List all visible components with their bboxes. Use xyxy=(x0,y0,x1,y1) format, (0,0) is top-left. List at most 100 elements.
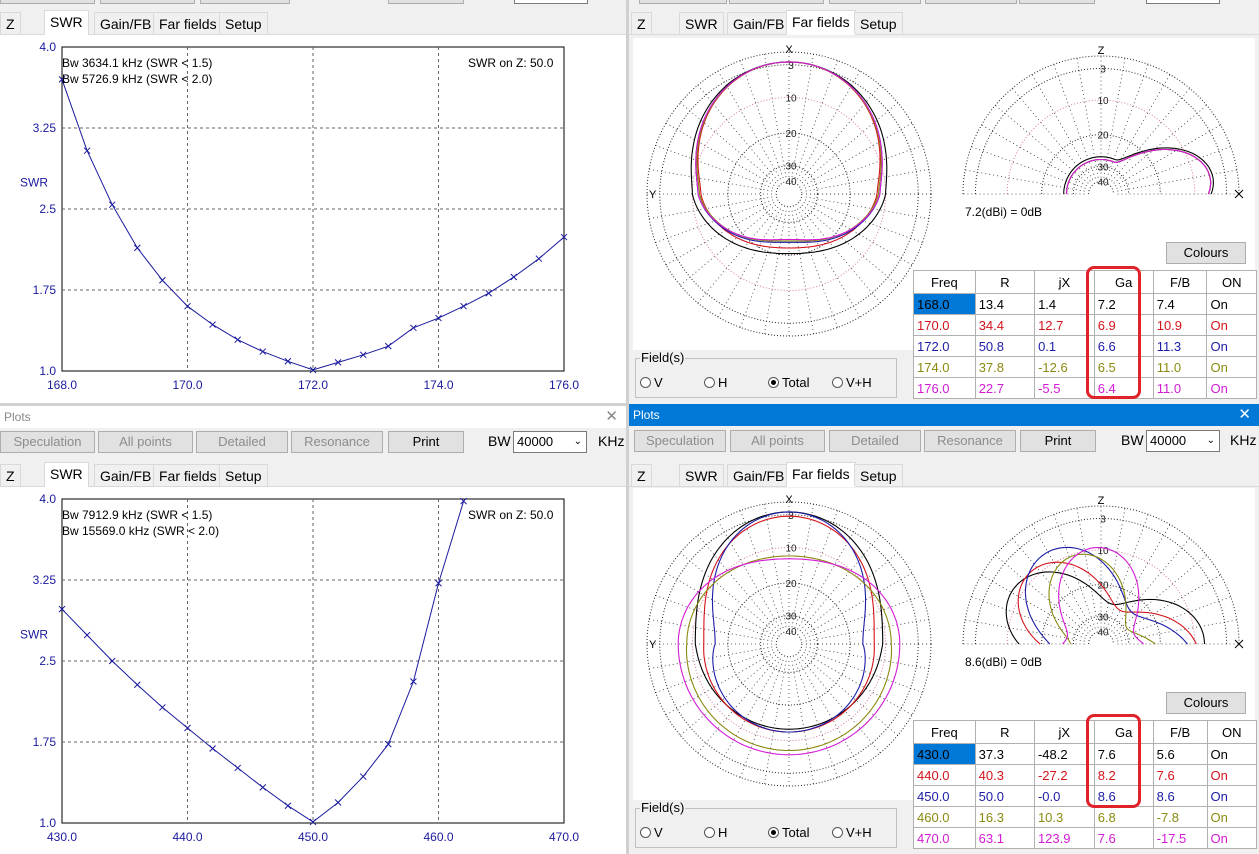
toolbar: Speculation All points Detailed Resonanc… xyxy=(0,428,626,456)
swr-z-label: SWR on Z: 50.0 xyxy=(468,56,554,70)
table-row[interactable]: 168.0 13.4 1.4 7.2 7.4 On xyxy=(913,293,1257,315)
cell-r: 34.4 xyxy=(974,314,1036,336)
tab-far-fields[interactable]: Far fields xyxy=(153,12,223,34)
radio-v-plus-h[interactable]: V+H xyxy=(832,375,872,390)
radio-v[interactable]: V xyxy=(640,825,663,840)
col-header-r[interactable]: R xyxy=(974,270,1036,294)
tab-z[interactable]: Z xyxy=(631,12,652,34)
axis-x-marker xyxy=(1234,639,1244,649)
polar-tick-label: 20 xyxy=(785,579,797,590)
azimuth-pattern-170.0 xyxy=(697,61,881,249)
polar-tick-label: 10 xyxy=(1097,546,1109,557)
col-header-fb[interactable]: F/B xyxy=(1152,270,1208,294)
all-points-button[interactable]: All points xyxy=(730,430,825,452)
toolbar-stub xyxy=(100,0,195,4)
y-tick-label: 3.25 xyxy=(33,573,57,587)
cell-r: 40.3 xyxy=(974,764,1035,786)
tab-far-fields[interactable]: Far fields xyxy=(153,464,223,486)
col-header-r[interactable]: R xyxy=(974,720,1035,744)
tab-z[interactable]: Z xyxy=(631,464,652,486)
tab-setup[interactable]: Setup xyxy=(854,464,903,486)
col-header-fb[interactable]: F/B xyxy=(1152,720,1208,744)
tab-swr[interactable]: SWR xyxy=(44,462,89,487)
radio-total[interactable]: Total xyxy=(768,375,809,390)
azimuth-pattern-168.0 xyxy=(690,61,888,255)
radio-v[interactable]: V xyxy=(640,375,663,390)
tab-swr[interactable]: SWR xyxy=(679,464,724,486)
swr-data-point xyxy=(284,357,292,365)
swr-data-point xyxy=(58,76,66,83)
all-points-button[interactable]: All points xyxy=(98,431,193,453)
colours-button[interactable]: Colours xyxy=(1166,242,1246,264)
close-icon[interactable]: ✕ xyxy=(605,408,618,425)
cell-freq: 470.0 xyxy=(913,827,976,849)
x-tick-label: 174.0 xyxy=(423,378,453,392)
colours-button[interactable]: Colours xyxy=(1166,692,1246,714)
tab-gain-fb[interactable]: Gain/FB xyxy=(727,12,791,34)
col-header-on[interactable]: ON xyxy=(1206,720,1258,744)
tab-gain-fb[interactable]: Gain/FB xyxy=(94,464,158,486)
table-row[interactable]: 176.0 22.7 -5.5 6.4 11.0 On xyxy=(913,377,1257,399)
speculation-button[interactable]: Speculation xyxy=(0,431,95,453)
toolbar-stub xyxy=(729,0,824,4)
tab-swr[interactable]: SWR xyxy=(44,10,89,35)
table-row[interactable]: 170.0 34.4 12.7 6.9 10.9 On xyxy=(913,314,1257,336)
tab-setup[interactable]: Setup xyxy=(219,464,268,486)
tab-far-fields[interactable]: Far fields xyxy=(786,10,856,35)
x-tick-label: 172.0 xyxy=(298,378,328,392)
elevation-pattern-450.0 xyxy=(1024,546,1188,645)
x-tick-label: 440.0 xyxy=(172,830,202,844)
tab-setup[interactable]: Setup xyxy=(219,12,268,34)
table-row[interactable]: 460.0 16.3 10.3 6.8 -7.8 On xyxy=(913,806,1258,828)
print-button[interactable]: Print xyxy=(388,431,464,453)
radio-h[interactable]: H xyxy=(704,825,727,840)
tab-swr[interactable]: SWR xyxy=(679,12,724,34)
tab-gain-fb[interactable]: Gain/FB xyxy=(727,464,791,486)
tab-bar: Z SWR Gain/FB Far fields Setup xyxy=(629,462,1259,487)
bw-select[interactable]: 40000 ⌄ xyxy=(513,431,587,453)
close-icon[interactable]: ✕ xyxy=(1238,406,1251,423)
horizontal-divider[interactable] xyxy=(0,403,626,406)
tab-z[interactable]: Z xyxy=(0,12,21,34)
resonance-button[interactable]: Resonance xyxy=(924,430,1016,452)
swr-panel-bottom: Plots ✕ Speculation All points Detailed … xyxy=(0,406,626,854)
radio-h[interactable]: H xyxy=(704,375,727,390)
resonance-button[interactable]: Resonance xyxy=(291,431,383,453)
tab-far-fields[interactable]: Far fields xyxy=(786,462,856,487)
table-row[interactable]: 174.0 37.8 -12.6 6.5 11.0 On xyxy=(913,356,1257,378)
table-row[interactable]: 172.0 50.8 0.1 6.6 11.3 On xyxy=(913,335,1257,357)
tab-z[interactable]: Z xyxy=(0,464,21,486)
radio-v-plus-h[interactable]: V+H xyxy=(832,825,872,840)
print-button[interactable]: Print xyxy=(1020,430,1096,452)
radio-total[interactable]: Total xyxy=(768,825,809,840)
tab-gain-fb[interactable]: Gain/FB xyxy=(94,12,158,34)
col-header-on[interactable]: ON xyxy=(1206,270,1257,294)
table-row[interactable]: 450.0 50.0 -0.0 8.6 8.6 On xyxy=(913,785,1258,807)
vertical-divider[interactable] xyxy=(626,0,629,854)
bw-select[interactable]: 40000 ⌄ xyxy=(1146,430,1220,452)
col-header-freq[interactable]: Freq xyxy=(913,720,976,744)
swr-data-point xyxy=(560,233,568,241)
x-tick-label: 430.0 xyxy=(47,830,77,844)
detailed-button[interactable]: Detailed xyxy=(829,430,921,452)
detailed-button[interactable]: Detailed xyxy=(196,431,288,453)
y-tick-label: 1.75 xyxy=(33,735,57,749)
y-tick-label: 3.25 xyxy=(33,121,57,135)
chevron-down-icon: ⌄ xyxy=(1206,435,1215,446)
col-header-ga[interactable]: Ga xyxy=(1093,270,1154,294)
swr-data-point xyxy=(435,579,442,587)
table-row[interactable]: 440.0 40.3 -27.2 8.2 7.6 On xyxy=(913,764,1258,786)
col-header-freq[interactable]: Freq xyxy=(913,270,976,294)
swr-chart-area: 4.0 3.25 2.5 1.75 1.0 168.0 170.0 172.0 174.0 176… xyxy=(0,35,626,404)
y-tick-label: 1.0 xyxy=(39,816,56,830)
speculation-button[interactable]: Speculation xyxy=(634,430,726,452)
cell-fb: 5.6 xyxy=(1152,743,1208,765)
table-row[interactable]: 430.0 37.3 -48.2 7.6 5.6 On xyxy=(913,743,1258,765)
table-row[interactable]: 470.0 63.1 123.9 7.6 -17.5 On xyxy=(913,827,1258,849)
polar-tick-label: 3 xyxy=(1100,514,1106,525)
polar-tick-label: 20 xyxy=(1097,581,1109,592)
cell-freq: 450.0 xyxy=(913,785,976,807)
tab-setup[interactable]: Setup xyxy=(854,12,903,34)
